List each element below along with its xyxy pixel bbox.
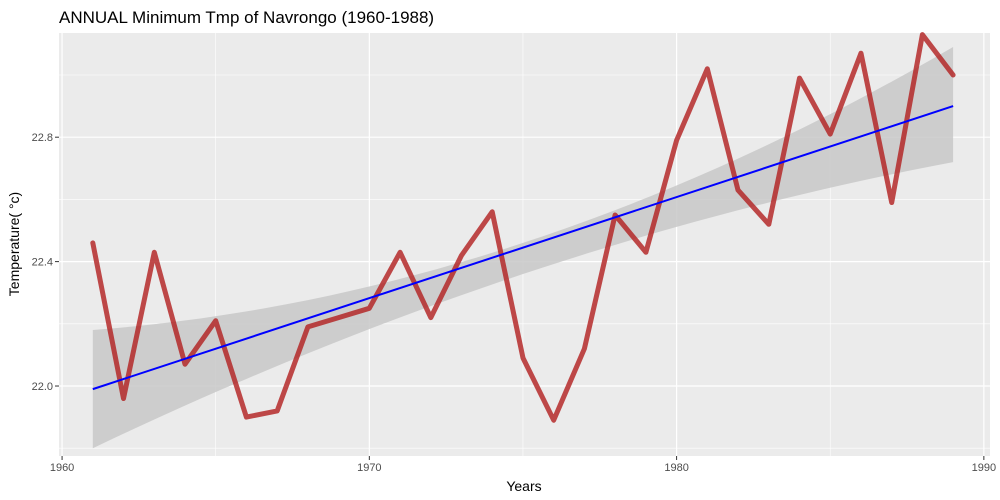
data-point: [951, 72, 956, 77]
data-point: [889, 200, 894, 205]
data-point: [121, 396, 126, 401]
data-point: [336, 315, 341, 320]
data-point: [152, 250, 157, 255]
data-point: [613, 212, 618, 217]
x-tick-label: 1970: [357, 462, 381, 474]
data-point: [244, 415, 249, 420]
data-point: [582, 346, 587, 351]
data-point: [736, 188, 741, 193]
y-axis-title: Temperature( °c): [6, 192, 22, 296]
data-point: [275, 408, 280, 413]
data-point: [520, 356, 525, 361]
trend-line: [92, 105, 954, 391]
x-tick-label: 1980: [664, 462, 688, 474]
temperature-series-line: [90, 32, 956, 423]
data-point: [920, 32, 925, 37]
y-axis: 22.0 22.4 22.8: [32, 132, 59, 393]
data-point: [643, 250, 648, 255]
data-point: [90, 240, 95, 245]
x-axis-title: Years: [506, 478, 541, 494]
y-tick-label: 22.0: [32, 381, 53, 393]
data-point: [459, 253, 464, 258]
x-axis: 1960 1970 1980 1990: [50, 456, 996, 474]
data-point: [674, 138, 679, 143]
data-point: [797, 76, 802, 81]
data-point: [705, 66, 710, 71]
chart-title: ANNUAL Minimum Tmp of Navrongo (1960-198…: [59, 8, 434, 27]
data-point: [551, 418, 556, 423]
data-point: [490, 209, 495, 214]
major-gridlines: [59, 33, 990, 456]
data-point: [766, 222, 771, 227]
data-point: [213, 318, 218, 323]
data-point: [828, 132, 833, 137]
y-tick-label: 22.8: [32, 132, 53, 144]
data-point: [182, 362, 187, 367]
data-point: [305, 324, 310, 329]
x-tick-label: 1960: [50, 462, 74, 474]
x-tick-label: 1990: [972, 462, 996, 474]
data-point: [428, 315, 433, 320]
y-tick-label: 22.4: [32, 257, 53, 269]
data-point: [858, 51, 863, 56]
data-point: [367, 306, 372, 311]
data-point: [398, 250, 403, 255]
